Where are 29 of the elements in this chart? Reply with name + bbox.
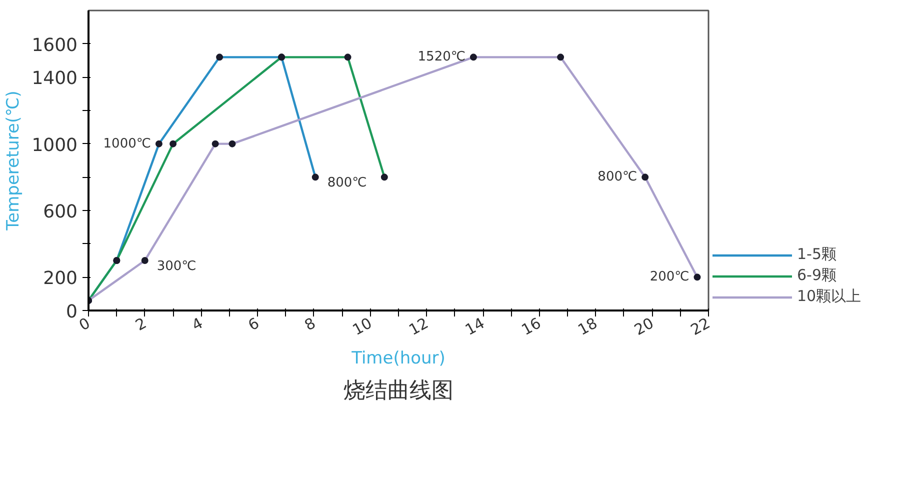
text: 烧结曲线图	[344, 378, 454, 404]
text: 10颗以上	[797, 287, 862, 306]
y-tick-label: 200	[43, 268, 78, 290]
text: 6-9颗	[797, 266, 836, 285]
y-axis-title: Tempereture(℃)	[4, 90, 24, 232]
x-axis-title: Time(hour)	[350, 348, 446, 368]
y-tick-label: 1400	[32, 68, 78, 90]
annotation: 800℃	[327, 176, 367, 191]
y-tick-label: 1600	[32, 34, 78, 56]
x-tick-label: 20	[631, 314, 657, 339]
annotation: 1000℃	[103, 136, 151, 152]
x-tick-label: 16	[518, 314, 544, 339]
annotation: 300℃	[156, 259, 196, 274]
y-tick-label: 1000	[32, 134, 78, 156]
annotation: 1520℃	[418, 50, 466, 65]
x-tick-label: 22	[688, 314, 714, 339]
y-tick-label: 600	[43, 202, 78, 222]
x-tick-label: 2	[132, 314, 150, 334]
x-tick-label: 6	[245, 314, 262, 334]
x-tick-label: 4	[188, 314, 206, 334]
x-tick-label: 0	[76, 314, 94, 334]
text: 1-5颗	[797, 245, 836, 264]
x-tick-label: 10	[349, 314, 375, 339]
x-tick-label: 14	[462, 314, 488, 339]
annotation: 200℃	[650, 270, 690, 285]
x-tick-label: 8	[302, 314, 319, 334]
annotation: 800℃	[598, 170, 638, 185]
x-tick-label: 18	[574, 314, 600, 339]
x-tick-label: 12	[406, 314, 432, 339]
